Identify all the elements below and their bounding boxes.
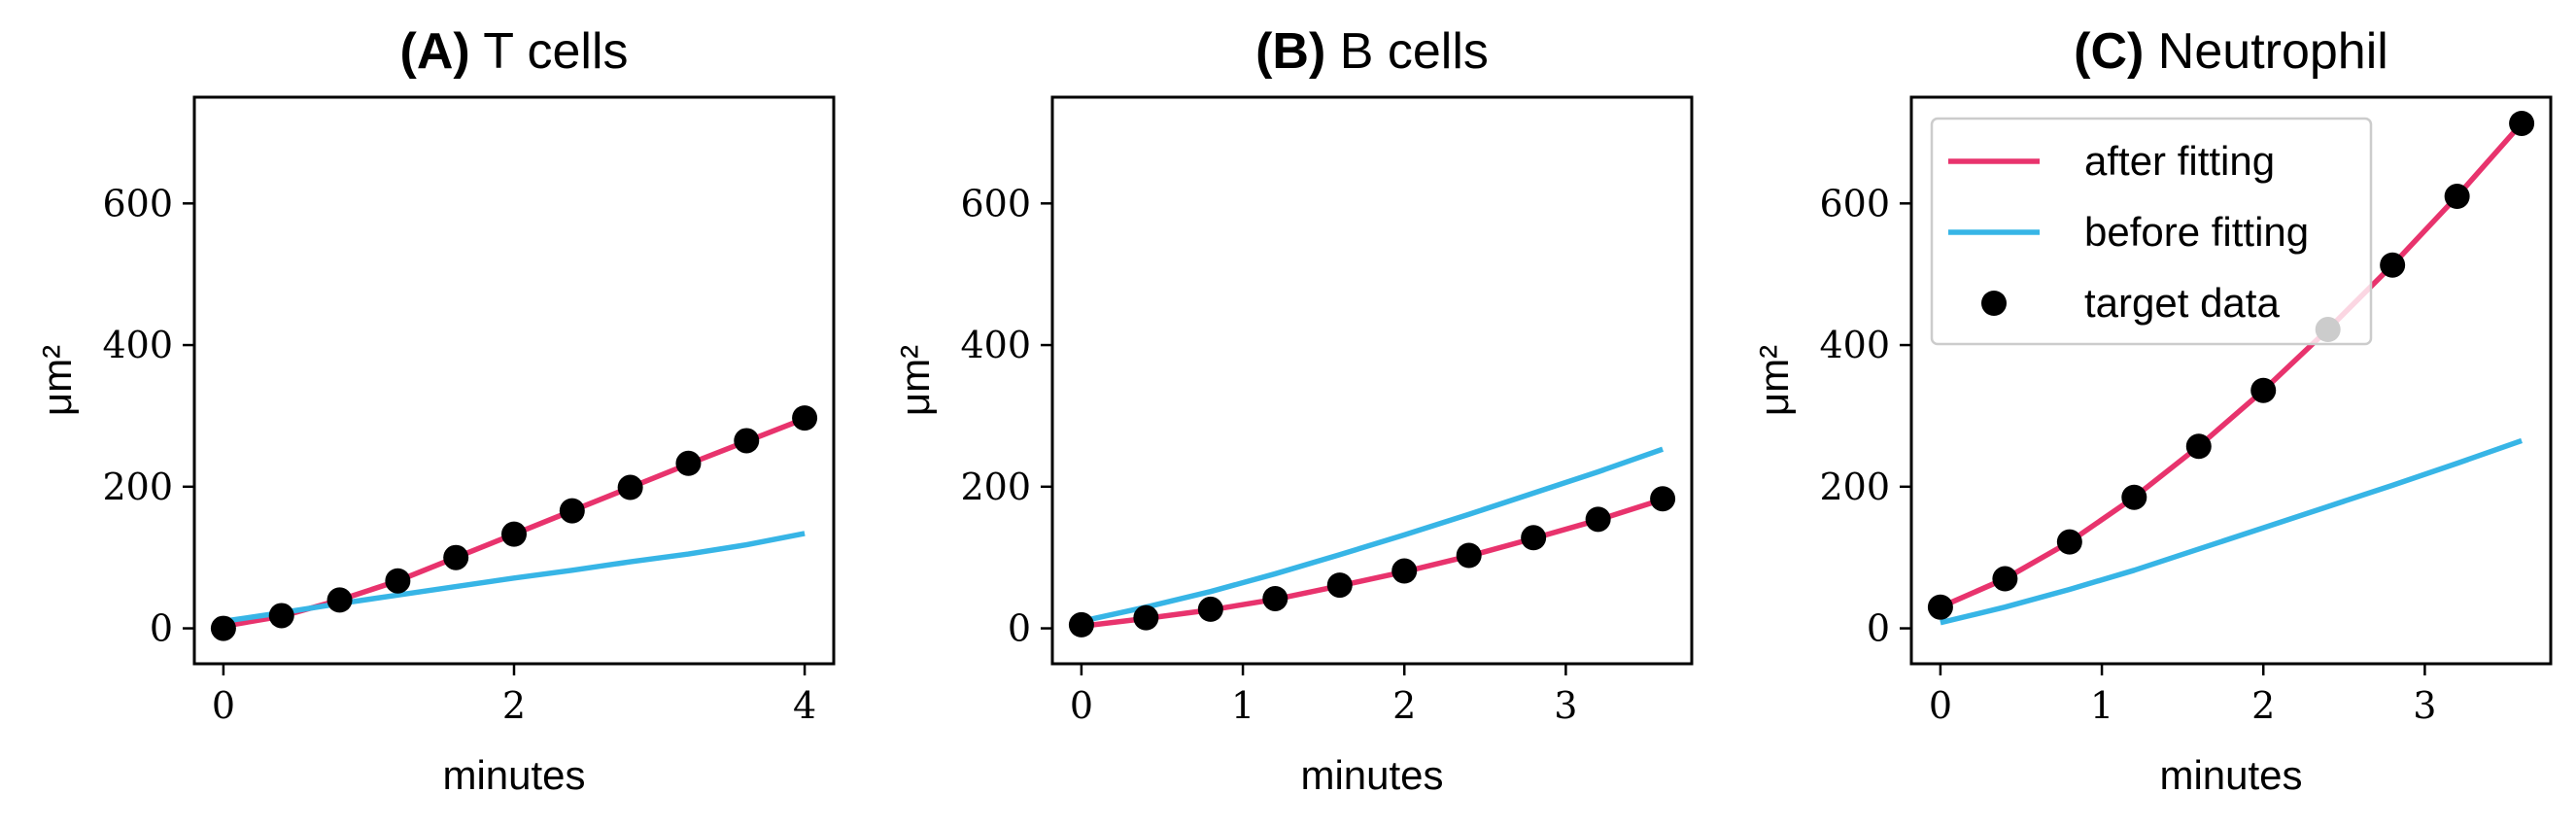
y-tick-label: 0 — [150, 607, 173, 650]
plot-area — [210, 405, 818, 641]
legend-marker-swatch — [1981, 291, 2007, 316]
x-tick-label: 3 — [1554, 684, 1577, 727]
series-line-before-fitting — [1940, 437, 2524, 626]
x-tick-label: 4 — [793, 684, 816, 727]
x-axis-label: minutes — [442, 752, 585, 798]
legend: after fitting before fitting target data — [1930, 117, 2373, 346]
axes-frame — [1050, 95, 1694, 666]
panel-0: 0 2 4 0 200 400 600 (A) T cells minutes μm² — [34, 23, 836, 798]
y-tick-label: 0 — [1008, 607, 1031, 650]
data-point — [559, 498, 585, 524]
panel-1: 0 1 2 3 0 200 400 600 (B) B cells minutes μm² — [892, 23, 1694, 798]
panel-title: (C) Neutrophil — [2074, 23, 2388, 80]
legend-label: after fitting — [2084, 138, 2275, 184]
data-point — [1521, 525, 1547, 551]
legend-label: target data — [2084, 280, 2280, 326]
data-point — [268, 603, 294, 629]
data-point — [385, 568, 411, 594]
data-point — [1262, 585, 1288, 611]
data-point — [617, 474, 643, 500]
y-axis-label: μm² — [1751, 345, 1797, 416]
x-tick-label: 2 — [502, 684, 526, 727]
data-point — [734, 428, 760, 454]
y-tick-label: 400 — [960, 324, 1031, 366]
data-point — [501, 521, 527, 547]
y-tick-label: 0 — [1867, 607, 1890, 650]
panel-title: (B) B cells — [1255, 23, 1489, 80]
x-tick-label: 1 — [1231, 684, 1254, 727]
data-point — [1133, 604, 1159, 631]
panel-title: (A) T cells — [400, 23, 629, 80]
series-line-after-fitting — [1081, 497, 1664, 630]
x-tick-label: 0 — [1070, 684, 1093, 727]
data-point — [1992, 566, 2018, 592]
data-point — [675, 450, 702, 476]
x-tick-label: 3 — [2413, 684, 2436, 727]
data-point — [326, 587, 353, 613]
data-point — [2380, 252, 2406, 278]
y-tick-label: 400 — [102, 324, 173, 366]
data-point — [1650, 486, 1676, 512]
y-axis-label: μm² — [892, 345, 938, 416]
data-point — [2509, 110, 2535, 136]
data-point — [1585, 506, 1611, 533]
panel-2: 0 1 2 3 0 200 400 600 (C) Neutrophil minutes μm² af… — [1751, 23, 2553, 798]
x-axis-label: minutes — [2159, 752, 2302, 798]
data-point — [1197, 596, 1223, 622]
data-point — [2444, 184, 2470, 210]
series-line-before-fitting — [223, 531, 806, 624]
data-point — [1391, 558, 1418, 584]
data-point — [1326, 572, 1353, 599]
data-point — [1456, 542, 1482, 569]
y-tick-label: 600 — [102, 182, 173, 224]
x-axis-label: minutes — [1300, 752, 1443, 798]
data-point — [1927, 594, 1953, 620]
x-tick-label: 0 — [212, 684, 235, 727]
data-point — [2121, 484, 2147, 510]
y-axis-label: μm² — [34, 345, 80, 416]
plot-area — [1068, 446, 1676, 638]
plot-area — [1927, 110, 2535, 626]
y-tick-label: 400 — [1819, 324, 1890, 366]
y-tick-label: 200 — [960, 466, 1031, 508]
data-point — [210, 615, 236, 641]
data-point — [443, 544, 469, 570]
data-point — [2250, 377, 2277, 403]
x-tick-label: 2 — [2251, 684, 2275, 727]
y-tick-label: 200 — [1819, 466, 1890, 508]
y-tick-label: 600 — [960, 182, 1031, 224]
axes-frame — [1909, 95, 2553, 666]
series-line-before-fitting — [1081, 446, 1665, 624]
y-tick-label: 600 — [1819, 182, 1890, 224]
series-line-after-fitting — [1939, 121, 2524, 610]
data-point — [792, 405, 818, 431]
legend-label: before fitting — [2084, 209, 2309, 255]
y-tick-label: 200 — [102, 466, 173, 508]
x-tick-label: 0 — [1929, 684, 1952, 727]
legend-box — [1930, 117, 2373, 346]
x-tick-label: 1 — [2090, 684, 2113, 727]
data-point — [1068, 611, 1094, 638]
data-point — [2056, 529, 2082, 555]
x-tick-label: 2 — [1392, 684, 1416, 727]
data-point — [2185, 433, 2212, 460]
